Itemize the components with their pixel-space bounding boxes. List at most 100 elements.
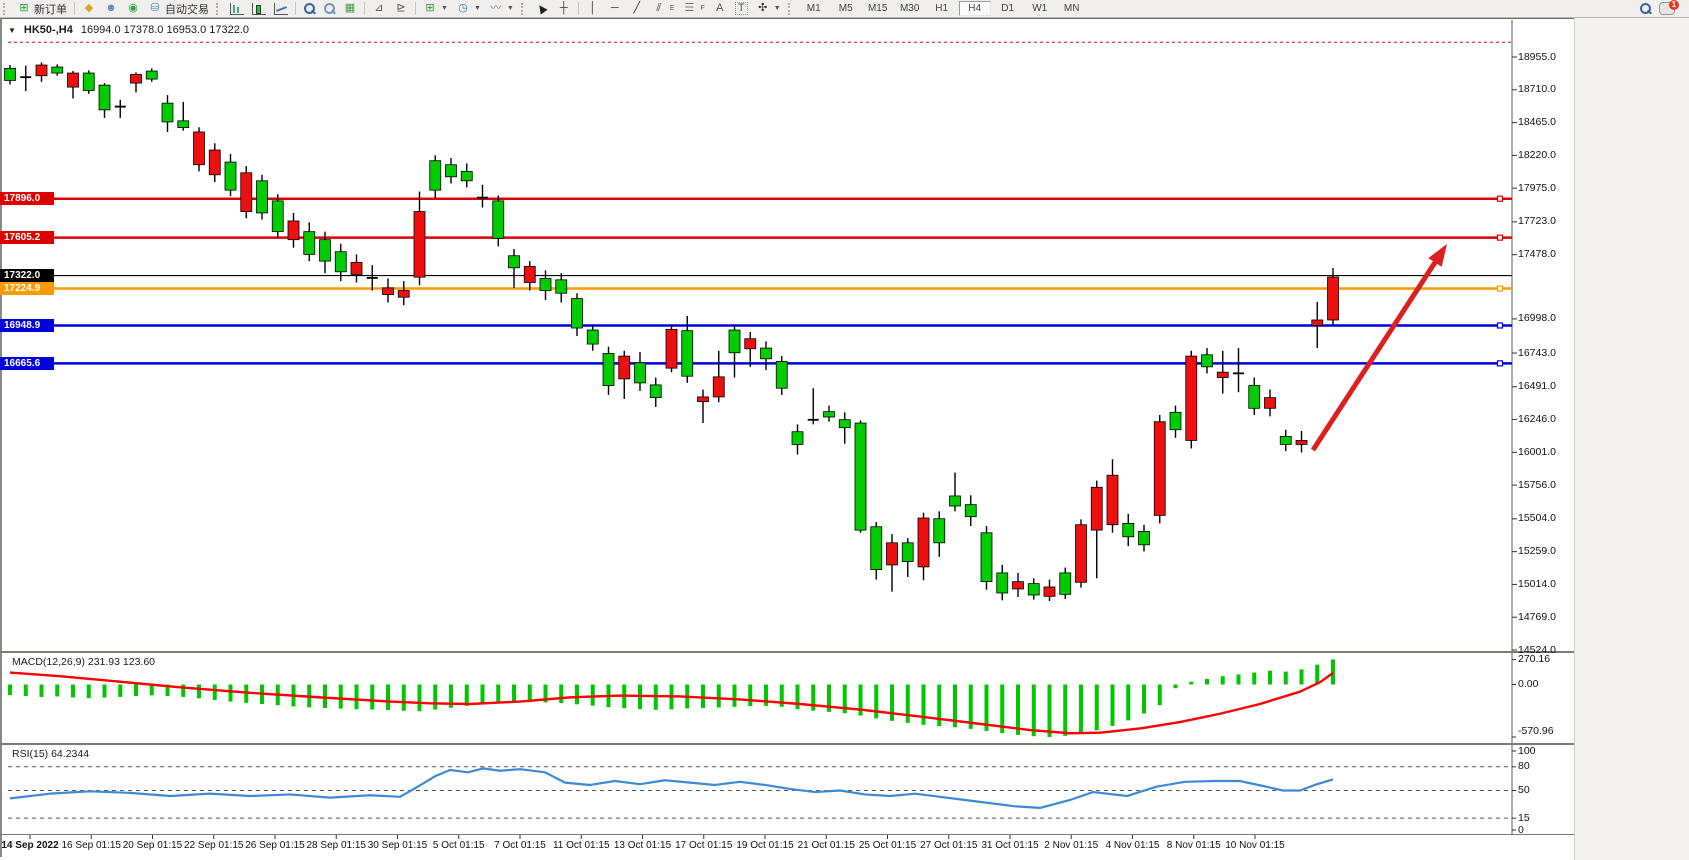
candle-body: [177, 120, 190, 128]
tf-m15[interactable]: M15: [867, 3, 888, 14]
price-tick-label: 16001.0: [1518, 445, 1556, 458]
price-tick-label: 15756.0: [1518, 478, 1556, 491]
bar-chart-button[interactable]: [226, 1, 248, 17]
tf-w1[interactable]: W1: [1032, 3, 1048, 14]
candle-chart-button[interactable]: [248, 1, 270, 17]
zoom-out-button[interactable]: [319, 1, 339, 17]
candle-body: [1138, 531, 1150, 546]
time-axis-separator: [0, 834, 1574, 835]
new-order-button[interactable]: ⊞ 新订单: [13, 1, 71, 17]
candle-body: [854, 422, 867, 531]
candle-chart-icon: [252, 2, 266, 15]
rsi-panel-separator[interactable]: [0, 743, 1574, 745]
toolbar-grip[interactable]: [3, 2, 10, 15]
new-chart-button[interactable]: ⊞ ▼: [419, 1, 452, 17]
candle-body: [838, 419, 851, 429]
macd-histogram-bar: [779, 684, 784, 707]
notifications-button[interactable]: 1: [1655, 0, 1679, 17]
fibonacci-icon: ☰: [684, 2, 695, 14]
notification-badge: 1: [1669, 0, 1679, 10]
line-handle: [1496, 360, 1504, 367]
time-label: 20 Sep 01:15: [122, 840, 183, 851]
macd-histogram-bar: [1268, 670, 1272, 685]
chart-autoscroll-button[interactable]: ⊵: [390, 1, 412, 17]
macd-histogram-bar: [1094, 684, 1099, 731]
trendline-tool-button[interactable]: ╱: [626, 1, 648, 17]
macd-histogram-bar: [496, 684, 501, 704]
macd-panel-separator[interactable]: [0, 651, 1574, 653]
tile-windows-button[interactable]: ▦: [339, 1, 361, 17]
macd-histogram-bar: [1079, 684, 1083, 734]
candle-body: [634, 362, 646, 384]
macd-histogram-bar: [1000, 684, 1005, 734]
bar-chart-icon: [230, 2, 244, 15]
tf-m30[interactable]: M30: [899, 3, 920, 14]
chart-shift-button[interactable]: ⊿: [368, 1, 390, 17]
tf-d1[interactable]: D1: [1001, 3, 1015, 14]
time-label: 21 Oct 01:15: [797, 840, 855, 851]
cursor-tool-button[interactable]: ▶: [531, 1, 553, 17]
price-tick-label: 16743.0: [1518, 346, 1556, 359]
candle-body: [1012, 581, 1024, 590]
macd-histogram-bar: [1173, 684, 1178, 689]
hline-tool-button[interactable]: ─: [604, 1, 626, 17]
candle-body: [445, 164, 457, 178]
line-chart-button[interactable]: [270, 1, 292, 17]
search-button[interactable]: [1635, 1, 1655, 17]
candle-body: [1248, 385, 1261, 409]
candle-body: [1106, 474, 1119, 526]
one-click-trading-toggle[interactable]: ▼: [8, 25, 16, 35]
fibonacci-tool-button[interactable]: ☰ F: [678, 1, 708, 17]
signal-button[interactable]: ◉: [122, 1, 144, 17]
candle-body: [224, 161, 237, 191]
profile-button[interactable]: ☻: [100, 1, 122, 17]
candle-body: [508, 255, 520, 269]
price-tick-label: 14769.0: [1518, 610, 1556, 623]
candle-body: [145, 70, 158, 80]
price-tick-label: 18220.0: [1518, 148, 1556, 161]
tf-m5[interactable]: M5: [838, 3, 853, 14]
time-label: 10 Nov 01:15: [1225, 840, 1285, 851]
zoom-in-button[interactable]: [299, 1, 319, 17]
tf-h4[interactable]: H4: [958, 1, 991, 16]
macd-histogram-bar: [1236, 674, 1241, 685]
candle-body: [1075, 524, 1087, 583]
macd-histogram-bar: [984, 684, 989, 731]
macd-histogram-bar: [323, 684, 327, 708]
rsi-tick-label: 80: [1518, 760, 1530, 773]
candle-body: [1295, 440, 1308, 445]
macd-histogram-bar: [39, 684, 44, 697]
text-tool-button[interactable]: A: [709, 1, 731, 17]
macd-histogram-bar: [1157, 684, 1162, 706]
tf-mn[interactable]: MN: [1063, 3, 1080, 14]
macd-histogram-bar: [118, 684, 123, 697]
candle-body: [697, 396, 709, 403]
seal-button[interactable]: ◆: [78, 1, 100, 17]
rsi-tick-label: 100: [1518, 744, 1536, 757]
crosshair-tool-button[interactable]: ┼: [553, 1, 575, 17]
candle-body: [1027, 583, 1040, 596]
time-label: 11 Oct 01:15: [552, 840, 610, 851]
tf-h1[interactable]: H1: [935, 3, 949, 14]
macd-histogram-bar: [23, 684, 28, 696]
chart-window[interactable]: [0, 18, 1576, 857]
periods-button[interactable]: ◷ ▼: [452, 1, 485, 17]
macd-histogram-bar: [433, 684, 438, 710]
macd-histogram-bar: [795, 684, 800, 710]
time-label: 8 Nov 01:15: [1166, 840, 1221, 851]
channel-tool-button[interactable]: ⫽ E: [648, 1, 679, 17]
label-tool-button[interactable]: T: [731, 1, 752, 17]
price-tick-label: 18955.0: [1518, 50, 1556, 63]
time-label: 19 Oct 01:15: [736, 840, 794, 851]
macd-histogram-bar: [890, 684, 894, 721]
macd-histogram-bar: [1047, 684, 1052, 737]
arrows-tool-button[interactable]: ✣ ▼: [752, 1, 785, 17]
chart-shift-icon: ⊿: [374, 2, 384, 14]
vline-tool-button[interactable]: │: [582, 1, 604, 17]
indicators-button[interactable]: 〰 ▼: [490, 2, 514, 14]
candle-body: [1090, 486, 1103, 531]
tf-m1[interactable]: M1: [806, 3, 821, 14]
auto-trading-button[interactable]: ⛁ 自动交易: [144, 1, 213, 17]
fibo-letter: F: [700, 5, 705, 12]
